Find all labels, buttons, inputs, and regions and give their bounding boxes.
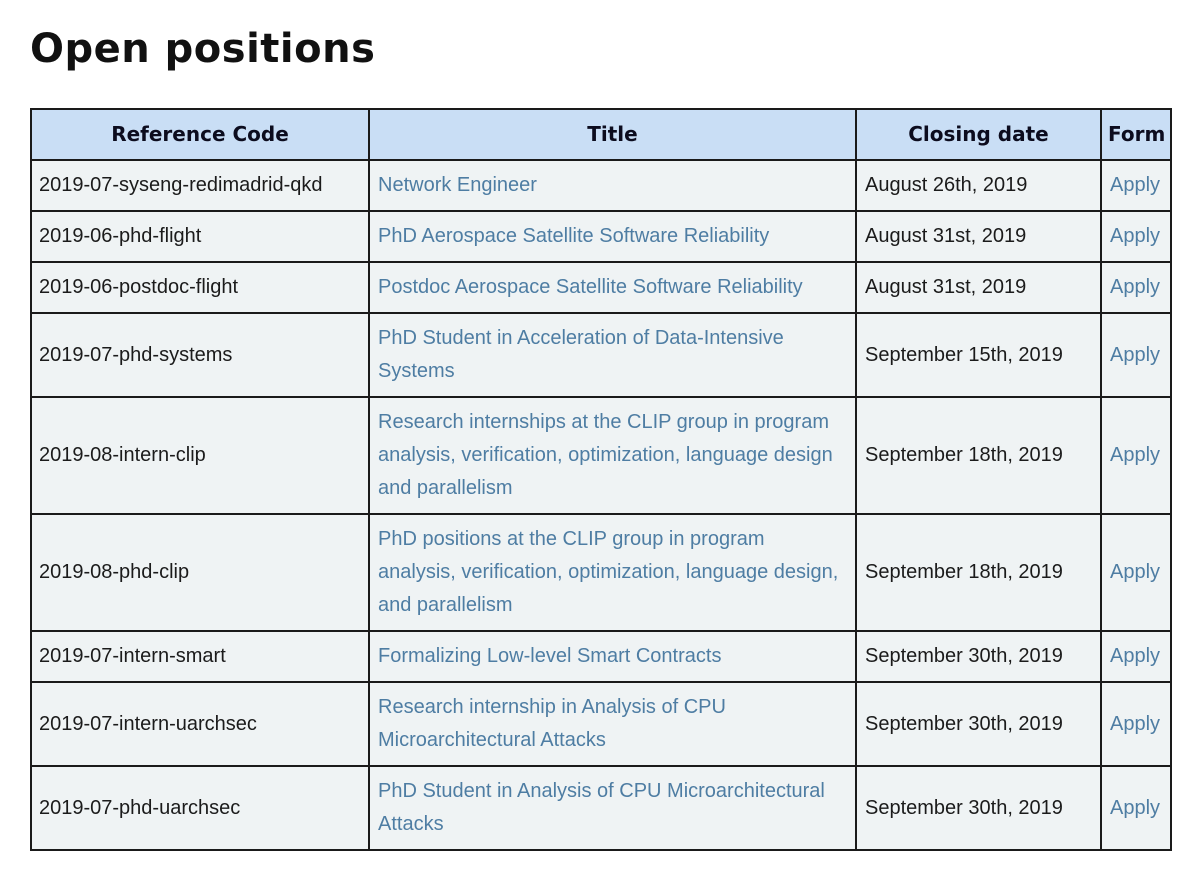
open-positions-table: Reference Code Title Closing date Form 2… <box>30 108 1172 851</box>
closing-date-cell: August 31st, 2019 <box>855 210 1102 263</box>
form-cell: Apply <box>1100 396 1172 515</box>
position-title-link[interactable]: Research internships at the CLIP group i… <box>378 411 833 499</box>
position-title-link[interactable]: Network Engineer <box>378 174 537 196</box>
position-title-link[interactable]: PhD Student in Analysis of CPU Microarch… <box>378 780 825 835</box>
title-cell: PhD positions at the CLIP group in progr… <box>368 513 857 632</box>
reference-code-cell: 2019-08-phd-clip <box>30 513 370 632</box>
table-row: 2019-08-phd-clip PhD positions at the CL… <box>30 513 1172 632</box>
apply-link[interactable]: Apply <box>1110 174 1161 196</box>
position-title-link[interactable]: Formalizing Low-level Smart Contracts <box>378 645 722 667</box>
position-title-link[interactable]: PhD Student in Acceleration of Data-Inte… <box>378 327 784 382</box>
table-row: 2019-07-phd-systems PhD Student in Accel… <box>30 312 1172 398</box>
apply-link[interactable]: Apply <box>1110 645 1161 667</box>
title-cell: Research internship in Analysis of CPU M… <box>368 681 857 767</box>
reference-code-cell: 2019-07-phd-uarchsec <box>30 765 370 851</box>
title-cell: PhD Student in Acceleration of Data-Inte… <box>368 312 857 398</box>
closing-date-cell: September 15th, 2019 <box>855 312 1102 398</box>
position-title-link[interactable]: PhD positions at the CLIP group in progr… <box>378 528 839 616</box>
position-title-link[interactable]: PhD Aerospace Satellite Software Reliabi… <box>378 225 770 247</box>
reference-code-cell: 2019-06-postdoc-flight <box>30 261 370 314</box>
title-cell: Network Engineer <box>368 159 857 212</box>
page-title: Open positions <box>30 26 376 72</box>
apply-link[interactable]: Apply <box>1110 276 1161 298</box>
apply-link[interactable]: Apply <box>1110 712 1161 735</box>
table-row: 2019-07-intern-uarchsec Research interns… <box>30 681 1172 767</box>
apply-link[interactable]: Apply <box>1110 561 1161 583</box>
closing-date-cell: September 30th, 2019 <box>855 630 1102 683</box>
apply-link[interactable]: Apply <box>1110 225 1161 247</box>
apply-link[interactable]: Apply <box>1110 343 1161 366</box>
column-header-reference-code: Reference Code <box>30 108 370 161</box>
closing-date-cell: August 31st, 2019 <box>855 261 1102 314</box>
form-cell: Apply <box>1100 312 1172 398</box>
reference-code-cell: 2019-07-intern-smart <box>30 630 370 683</box>
closing-date-cell: September 30th, 2019 <box>855 765 1102 851</box>
form-cell: Apply <box>1100 630 1172 683</box>
table-row: 2019-08-intern-clip Research internships… <box>30 396 1172 515</box>
closing-date-cell: September 30th, 2019 <box>855 681 1102 767</box>
closing-date-cell: September 18th, 2019 <box>855 513 1102 632</box>
table-row: 2019-06-postdoc-flight Postdoc Aerospace… <box>30 261 1172 314</box>
form-cell: Apply <box>1100 765 1172 851</box>
title-cell: PhD Aerospace Satellite Software Reliabi… <box>368 210 857 263</box>
table-row: 2019-07-syseng-redimadrid-qkd Network En… <box>30 159 1172 212</box>
title-cell: PhD Student in Analysis of CPU Microarch… <box>368 765 857 851</box>
position-title-link[interactable]: Research internship in Analysis of CPU M… <box>378 696 726 751</box>
column-header-title: Title <box>368 108 857 161</box>
reference-code-cell: 2019-06-phd-flight <box>30 210 370 263</box>
title-cell: Research internships at the CLIP group i… <box>368 396 857 515</box>
closing-date-cell: September 18th, 2019 <box>855 396 1102 515</box>
closing-date-cell: August 26th, 2019 <box>855 159 1102 212</box>
open-positions-page: Open positions Reference Code Title Clos… <box>0 26 1200 851</box>
header-row: Reference Code Title Closing date Form <box>30 108 1172 161</box>
apply-link[interactable]: Apply <box>1110 444 1161 466</box>
reference-code-cell: 2019-07-intern-uarchsec <box>30 681 370 767</box>
form-cell: Apply <box>1100 159 1172 212</box>
title-cell: Formalizing Low-level Smart Contracts <box>368 630 857 683</box>
form-cell: Apply <box>1100 513 1172 632</box>
column-header-form: Form <box>1100 108 1172 161</box>
reference-code-cell: 2019-08-intern-clip <box>30 396 370 515</box>
table-row: 2019-06-phd-flight PhD Aerospace Satelli… <box>30 210 1172 263</box>
apply-link[interactable]: Apply <box>1110 796 1161 819</box>
title-cell: Postdoc Aerospace Satellite Software Rel… <box>368 261 857 314</box>
position-title-link[interactable]: Postdoc Aerospace Satellite Software Rel… <box>378 276 803 298</box>
reference-code-cell: 2019-07-phd-systems <box>30 312 370 398</box>
form-cell: Apply <box>1100 681 1172 767</box>
reference-code-cell: 2019-07-syseng-redimadrid-qkd <box>30 159 370 212</box>
column-header-closing-date: Closing date <box>855 108 1102 161</box>
table-row: 2019-07-intern-smart Formalizing Low-lev… <box>30 630 1172 683</box>
table-row: 2019-07-phd-uarchsec PhD Student in Anal… <box>30 765 1172 851</box>
form-cell: Apply <box>1100 210 1172 263</box>
form-cell: Apply <box>1100 261 1172 314</box>
